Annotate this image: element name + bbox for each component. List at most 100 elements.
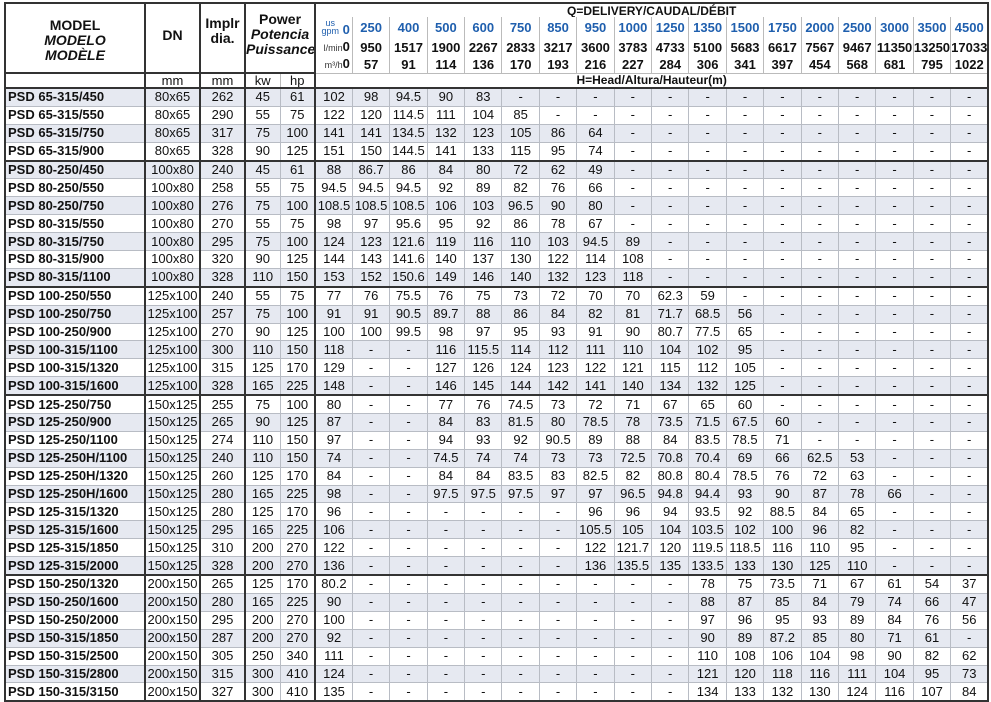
head-cell: - [837, 358, 877, 378]
head-cell: 129 [314, 358, 353, 378]
table-row: PSD 150-250/2000 200x150 295 200 270 100- - - - -… [4, 610, 989, 630]
head-cell: - [875, 159, 914, 180]
head-cell: - [950, 502, 989, 522]
head-cell: 104 [651, 340, 690, 360]
kw-cell: 90 [244, 413, 281, 432]
head-cell: 90 [688, 628, 727, 648]
dn-header: DN [145, 3, 201, 74]
head-cell: - [763, 340, 802, 360]
head-cell: 136 [314, 556, 353, 576]
flow-gpm-value: 4500 [954, 20, 984, 35]
head-cell: 116 [464, 232, 503, 252]
head-cell: - [389, 502, 428, 522]
head-cell: 123 [351, 232, 391, 252]
head-cell: 93 [725, 484, 765, 504]
flow-lmin-value: 7567 [805, 39, 835, 55]
head-cell: - [351, 413, 391, 432]
head-cell: 84 [800, 502, 839, 522]
flow-lmin-8: 3783 [613, 38, 652, 56]
head-cell: - [389, 358, 428, 378]
flow-m3h-value: 0 [342, 56, 350, 71]
head-cell: 84 [651, 430, 690, 450]
head-cell: 102 [314, 87, 353, 107]
head-cell: 56 [725, 304, 765, 324]
head-cell: 144.5 [389, 141, 428, 162]
head-cell: - [837, 87, 877, 107]
flow-m3h-value: 795 [921, 56, 943, 72]
head-cell: 72 [501, 159, 540, 180]
head-cell: 104 [875, 664, 914, 684]
flow-m3h-value: 216 [584, 56, 607, 72]
head-cell: 81 [613, 304, 653, 324]
impeller-cell: 317 [199, 123, 246, 143]
head-cell: - [950, 484, 989, 504]
head-cell: 143 [351, 250, 391, 269]
head-cell: 95 [426, 214, 466, 234]
head-cell: - [725, 285, 765, 306]
hp-cell: 225 [279, 484, 317, 504]
head-cell: - [950, 123, 989, 143]
table-row: PSD 100-250/900 125x100 270 90 125 100 100 99.5… [4, 322, 989, 342]
head-cell: 94.5 [389, 178, 428, 198]
head-cell: 111 [314, 646, 353, 666]
head-cell: 98 [837, 646, 877, 666]
head-cell: - [426, 556, 466, 576]
head-cell: 107 [912, 682, 952, 702]
impeller-cell: 255 [199, 394, 246, 415]
impeller-cell: 300 [199, 340, 246, 360]
head-cell: - [837, 430, 877, 450]
head-cell: 89.7 [426, 304, 466, 324]
head-cell: 81.5 [501, 413, 540, 432]
hp-cell: 125 [279, 322, 317, 342]
head-cell: - [501, 628, 540, 648]
head-cell: 72 [800, 466, 839, 486]
head-cell: 76 [464, 394, 503, 415]
head-cell: 124 [314, 232, 353, 252]
head-cell: 98 [314, 484, 353, 504]
head-cell: - [837, 123, 877, 143]
head-cell: 89 [464, 178, 503, 198]
impeller-cell: 328 [199, 376, 246, 396]
head-cell: - [389, 538, 428, 558]
head-cell: 91 [576, 322, 615, 342]
head-cell: 78 [538, 214, 578, 234]
head-cell: 120 [725, 664, 765, 684]
model-cell: PSD 125-315/2000 [4, 556, 146, 576]
head-cell: 140 [613, 376, 653, 396]
flow-m3h-value: 57 [363, 56, 379, 72]
head-cell: - [426, 574, 466, 594]
head-cell: 80.7 [651, 322, 690, 342]
impeller-cell: 265 [199, 574, 246, 594]
head-cell: - [837, 267, 877, 288]
head-cell: 99.5 [389, 322, 428, 342]
flow-gpm-value: 250 [360, 20, 382, 35]
table-row: PSD 80-250/450 100x80 240 45 61 88 86.7 86 84 80 7… [4, 159, 989, 180]
head-cell: - [800, 322, 839, 342]
dn-cell: 150x125 [144, 466, 201, 486]
impeller-cell: 262 [199, 87, 246, 107]
head-cell: 141 [314, 123, 353, 143]
head-cell: - [875, 502, 914, 522]
head-cell: 114 [501, 340, 540, 360]
head-cell: 73 [950, 664, 989, 684]
hp-cell: 125 [279, 141, 317, 162]
head-cell: 108.5 [351, 196, 391, 216]
hp-cell: 170 [279, 358, 317, 378]
head-cell: - [763, 159, 802, 180]
model-cell: PSD 100-250/750 [4, 304, 146, 324]
head-cell: 89 [613, 232, 653, 252]
head-cell: - [688, 214, 727, 234]
head-cell: 111 [576, 340, 615, 360]
dn-unit: mm [145, 73, 201, 89]
head-cell: 104 [800, 646, 839, 666]
head-cell: - [613, 214, 653, 234]
kw-unit: kw [245, 73, 281, 89]
head-cell: - [389, 646, 428, 666]
model-cell: PSD 100-315/1100 [4, 340, 146, 360]
model-cell: PSD 100-315/1320 [4, 358, 146, 378]
head-cell: - [950, 159, 989, 180]
head-cell: 145 [464, 376, 503, 396]
head-cell: - [912, 196, 952, 216]
head-cell: 66 [912, 592, 952, 612]
head-cell: - [763, 123, 802, 143]
